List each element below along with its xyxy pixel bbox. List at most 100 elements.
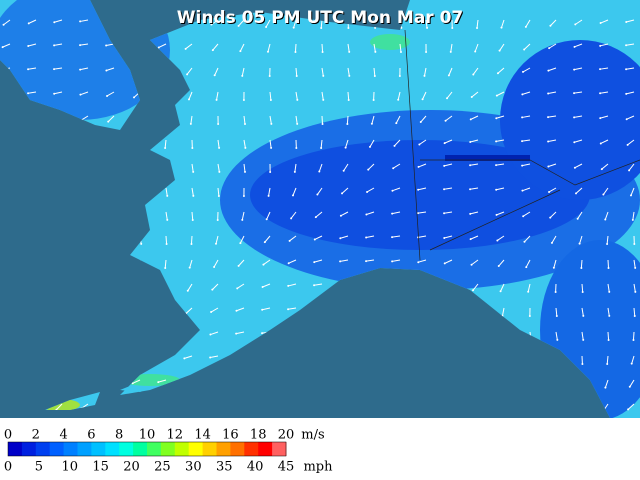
wind-arrow — [262, 283, 271, 288]
wind-arrow-head — [261, 285, 264, 288]
wind-arrow-head — [261, 308, 264, 311]
wind-arrow — [446, 91, 453, 99]
wind-arrow-head — [469, 188, 472, 191]
wind-arrow — [632, 331, 635, 341]
wind-arrow-head — [217, 194, 220, 197]
wind-arrow-head — [372, 98, 375, 101]
wind-arrow-head — [625, 44, 628, 47]
wind-arrow-head — [628, 385, 631, 388]
mph-label: 0 — [4, 460, 12, 475]
wind-arrow — [236, 307, 245, 312]
wind-arrow-head — [79, 20, 82, 23]
wind-arrow-head — [573, 141, 576, 144]
wind-arrow — [522, 211, 531, 217]
wind-arrow — [555, 331, 558, 340]
mph-label: 40 — [247, 460, 264, 475]
wind-arrow — [28, 91, 37, 94]
wind-arrow — [632, 211, 635, 220]
wind-arrow-head — [600, 168, 603, 171]
ms-unit: m/s — [301, 428, 324, 443]
wind-arrow — [472, 67, 479, 75]
wind-arrow — [602, 187, 609, 195]
wind-arrow-head — [469, 212, 472, 215]
wind-arrow — [265, 19, 271, 28]
wind-arrow — [107, 115, 115, 122]
wind-arrow — [579, 235, 583, 244]
wind-arrow-head — [53, 44, 56, 47]
wind-arrow-head — [550, 241, 553, 244]
wind-arrow — [264, 235, 271, 243]
wind-arrow-head — [449, 50, 452, 53]
wind-arrow-head — [632, 338, 635, 341]
wind-arrow-head — [443, 164, 446, 167]
wind-arrow-head — [191, 146, 194, 149]
wind-arrow — [633, 283, 636, 292]
wind-arrow — [165, 187, 168, 196]
wind-arrow-head — [157, 381, 160, 384]
wind-arrow-head — [549, 216, 552, 219]
wind-arrow — [106, 91, 115, 97]
wind-arrow — [56, 403, 63, 411]
wind-arrow — [606, 235, 609, 245]
wind-arrow-head — [339, 237, 342, 240]
wind-arrow — [392, 235, 401, 238]
wind-arrow-head — [244, 146, 247, 149]
wind-arrow — [472, 283, 479, 291]
wind-arrow-head — [426, 26, 429, 29]
wind-arrow — [288, 307, 297, 310]
wind-arrow-head — [528, 314, 531, 317]
ms-label: 8 — [115, 428, 123, 443]
wind-arrow — [191, 211, 194, 221]
wind-arrow-head — [239, 242, 242, 245]
wind-arrow — [321, 91, 324, 100]
wind-arrow — [263, 259, 271, 265]
color-swatch — [119, 442, 134, 456]
wind-arrow-head — [344, 146, 347, 149]
wind-arrow — [214, 67, 219, 76]
wind-arrow-head — [421, 98, 424, 101]
wind-arrow-head — [106, 94, 109, 97]
wind-arrow-head — [27, 68, 30, 71]
wind-arrow-head — [373, 74, 376, 77]
wind-arrow-head — [425, 50, 428, 53]
wind-arrow-head — [187, 98, 190, 101]
wind-arrow-head — [348, 74, 351, 77]
wind-arrow — [268, 187, 271, 196]
wind-arrow-head — [555, 314, 558, 317]
wind-arrow-head — [366, 190, 369, 193]
wind-arrow-head — [269, 170, 272, 173]
color-swatch — [63, 442, 78, 456]
wind-arrow-head — [607, 266, 610, 269]
wind-arrow — [626, 91, 635, 95]
wind-arrow-head — [444, 119, 447, 122]
color-swatch — [188, 442, 204, 456]
wind-arrow-head — [164, 146, 167, 149]
wind-arrow-head — [313, 238, 316, 241]
wind-arrow — [269, 139, 272, 148]
wind-arrow — [210, 307, 219, 313]
wind-arrow — [548, 43, 557, 49]
wind-arrow-head — [523, 48, 526, 51]
wind-arrow — [212, 43, 219, 51]
wind-arrow-head — [398, 74, 401, 77]
wind-arrow — [343, 163, 349, 172]
wind-arrow — [574, 67, 583, 71]
wind-arrow-head — [607, 338, 610, 341]
wind-arrow-head — [215, 242, 218, 245]
wind-arrow-head — [495, 94, 498, 97]
ms-label: 18 — [250, 428, 267, 443]
wind-arrow — [450, 43, 453, 52]
wind-arrow — [320, 139, 323, 149]
wind-arrow-head — [140, 242, 143, 245]
wind-arrow-head — [527, 290, 530, 293]
wind-arrow — [471, 91, 479, 98]
wind-arrow-head — [472, 289, 475, 292]
wind-arrow — [318, 163, 323, 172]
wind-arrow — [158, 43, 167, 48]
wind-arrow — [418, 259, 427, 263]
wind-arrow — [392, 259, 401, 262]
wind-arrow — [293, 19, 297, 28]
wind-arrow-head — [524, 25, 527, 28]
wind-arrow-head — [133, 96, 136, 99]
